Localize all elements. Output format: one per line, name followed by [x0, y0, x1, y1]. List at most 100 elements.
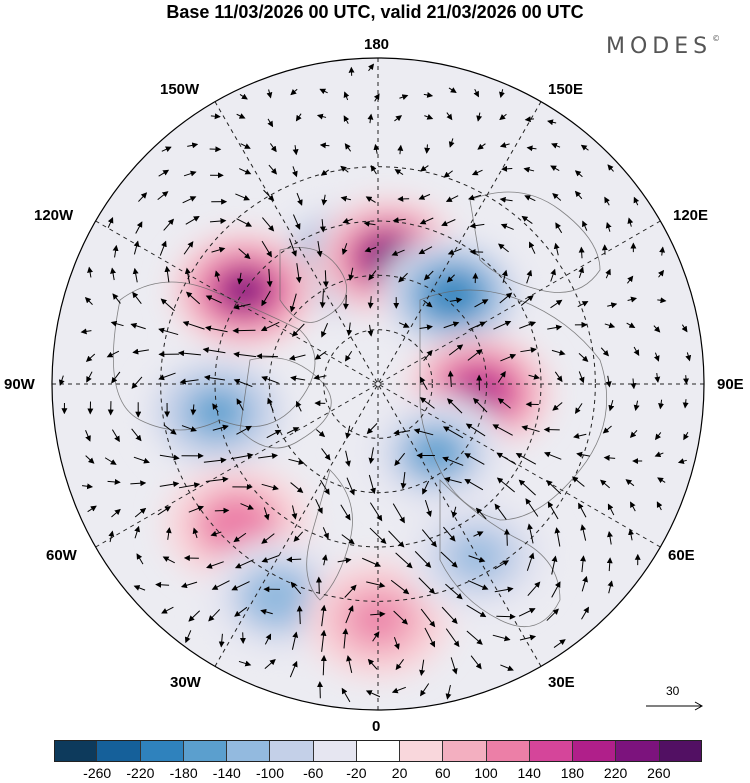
wind-arrow [266, 89, 273, 99]
wind-arrow [157, 191, 169, 201]
wind-arrow [473, 397, 488, 413]
wind-arrow [112, 244, 119, 258]
wind-arrow [574, 403, 583, 414]
wind-arrow [367, 113, 374, 124]
wind-arrow [419, 397, 435, 409]
colorbar-cell [443, 740, 487, 762]
wind-arrow [185, 216, 200, 225]
wind-arrow [295, 113, 302, 122]
wind-arrow [553, 242, 560, 256]
wind-arrow [234, 559, 254, 569]
wind-arrow [656, 501, 663, 511]
wind-arrow [398, 272, 408, 283]
colorbar-cell [616, 740, 660, 762]
colorbar-tick-label: -100 [255, 765, 285, 781]
wind-arrow [319, 142, 330, 149]
wind-arrow [445, 628, 460, 648]
wind-arrow [296, 400, 302, 412]
wind-arrow [206, 561, 224, 569]
wind-arrow [497, 371, 506, 383]
wind-arrow [288, 458, 305, 465]
wind-arrow [345, 450, 351, 467]
wind-arrow [573, 433, 587, 439]
wind-arrow [293, 531, 304, 542]
wind-arrow [600, 347, 610, 357]
wind-arrow [630, 501, 636, 512]
wind-arrow [474, 299, 489, 308]
wind-arrow [340, 165, 349, 173]
wind-arrow [466, 630, 483, 645]
wind-arrow [159, 240, 167, 256]
colorbar-tick-label: -140 [212, 765, 241, 781]
wind-arrow [467, 580, 489, 590]
wind-arrow [391, 249, 405, 256]
wind-arrow [521, 425, 540, 433]
wind-arrow [112, 293, 121, 304]
wind-arrow [348, 267, 355, 281]
wind-arrow [424, 114, 434, 120]
wind-arrow [400, 471, 407, 490]
colorbar-tick-label: 180 [560, 765, 585, 781]
wind-arrow [519, 634, 537, 641]
wind-arrow [344, 143, 352, 152]
wind-arrow [576, 451, 591, 458]
wind-arrow [161, 606, 174, 614]
wind-arrow [160, 298, 175, 312]
wind-arrow [320, 604, 327, 627]
lon-label-150w: 150W [160, 81, 200, 98]
wind-arrow [602, 425, 612, 434]
wind-arrow [292, 214, 301, 230]
wind-arrow [519, 321, 537, 329]
wind-arrow [499, 292, 513, 304]
wind-arrow [413, 428, 434, 436]
wind-arrow [261, 290, 271, 307]
wind-arrow [446, 398, 463, 414]
wind-arrow [494, 503, 507, 520]
wind-arrow [130, 480, 147, 487]
wind-arrow [369, 502, 383, 522]
wind-arrow [471, 169, 483, 176]
wind-arrow [264, 659, 276, 669]
wind-arrow [473, 531, 484, 537]
wind-arrow [236, 425, 252, 435]
wind-arrow [218, 633, 225, 648]
wind-arrow [443, 321, 460, 329]
wind-arrow [423, 349, 433, 361]
wind-arrow [341, 243, 348, 255]
lon-label-120w: 120W [34, 207, 74, 224]
wind-arrow [424, 627, 436, 648]
wind-arrow [370, 165, 377, 175]
colorbar-tick-label: 220 [603, 765, 628, 781]
wind-arrow [261, 555, 280, 563]
wind-arrow [233, 532, 247, 543]
wind-arrow [492, 634, 511, 642]
wind-arrow [340, 195, 351, 202]
wind-arrow [163, 218, 175, 231]
wind-arrow [465, 423, 486, 437]
wind-arrow [111, 371, 121, 384]
lon-label-60e: 60E [668, 547, 695, 564]
wind-arrow [291, 631, 299, 650]
wind-arrow [111, 508, 121, 518]
wind-arrow [290, 88, 298, 96]
wind-arrow [232, 327, 256, 334]
wind-arrow [421, 529, 437, 548]
wind-arrow [578, 502, 587, 518]
wind-arrow [230, 452, 254, 460]
lon-label-180: 180 [364, 36, 390, 53]
wind-arrow [440, 551, 458, 568]
wind-arrow [550, 268, 556, 282]
wind-arrow [418, 193, 431, 200]
wind-arrow [493, 320, 512, 330]
wind-arrow [346, 477, 355, 496]
wind-arrow [261, 375, 279, 384]
wind-arrow [132, 291, 142, 304]
wind-arrow [466, 604, 487, 618]
wind-arrow [261, 533, 275, 544]
wind-arrow [420, 608, 436, 628]
wind-arrow [369, 527, 387, 545]
wind-arrow [515, 453, 537, 465]
wind-arrow [604, 196, 610, 206]
wind-arrow [263, 189, 275, 202]
wind-arrow [554, 371, 563, 383]
